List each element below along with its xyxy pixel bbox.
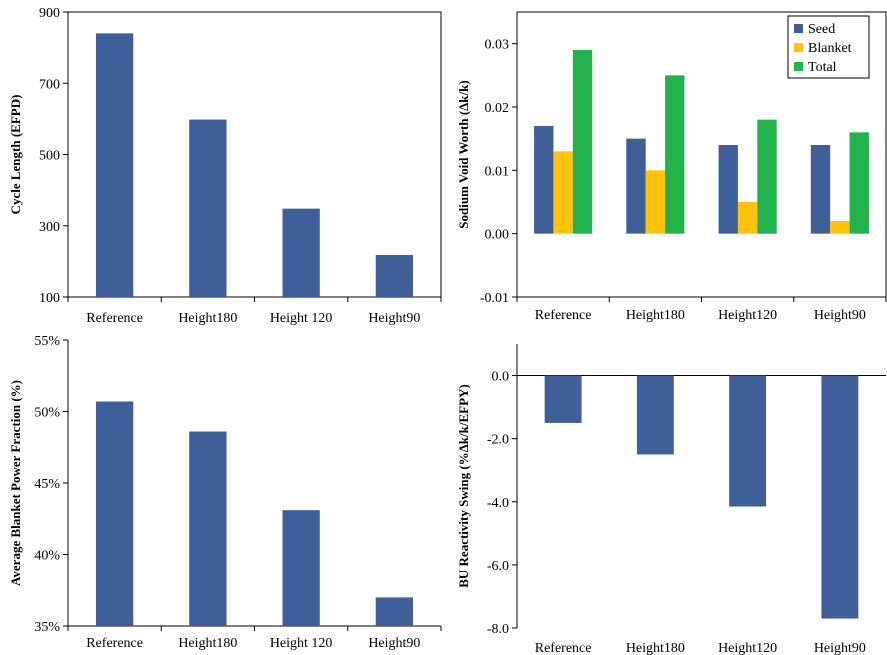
y-tick-label: 45% bbox=[34, 477, 60, 492]
bar-2 bbox=[189, 119, 227, 298]
bar-seed-2 bbox=[626, 138, 646, 234]
y-tick-label: 35% bbox=[34, 620, 60, 635]
bar-3 bbox=[729, 375, 767, 507]
bar-total-4 bbox=[849, 132, 869, 234]
y-tick-label: 55% bbox=[34, 334, 60, 349]
x-tick-label: Height180 bbox=[178, 636, 237, 651]
x-tick-label: Reference bbox=[86, 636, 143, 651]
legend-swatch-blanket bbox=[794, 43, 803, 52]
y-tick-label: -4.0 bbox=[487, 496, 509, 511]
bar-4 bbox=[375, 597, 414, 626]
y-tick-label: 0.0 bbox=[492, 370, 510, 385]
y-tick-label: -2.0 bbox=[487, 433, 509, 448]
legend-label-total: Total bbox=[808, 60, 837, 75]
y-axis-title: Average Blanket Power Fraction (%) bbox=[8, 380, 23, 586]
bar-blanket-4 bbox=[830, 221, 850, 234]
bar-2 bbox=[189, 431, 227, 626]
bar-total-1 bbox=[572, 50, 593, 234]
legend: Seed Blanket Total bbox=[787, 15, 870, 79]
x-tick-label: Height90 bbox=[814, 308, 866, 323]
chart-panel-3: 35% 40% 45% 50% 55% Reference Height180 Height … bbox=[8, 334, 442, 651]
y-tick-label: 0.03 bbox=[485, 38, 510, 53]
bar-2 bbox=[636, 375, 674, 455]
bar-3 bbox=[282, 510, 320, 626]
y-tick-label: -8.0 bbox=[487, 622, 509, 637]
x-tick-label: Height180 bbox=[178, 311, 237, 326]
bar-4 bbox=[375, 254, 414, 297]
chart-panel-4: -8.0 -6.0 -4.0 -2.0 0.0 Reference Height180 Hei… bbox=[456, 344, 886, 655]
x-tick-label: Reference bbox=[535, 641, 592, 655]
y-tick-label: 0.02 bbox=[485, 101, 510, 116]
y-tick-label: 700 bbox=[39, 77, 60, 92]
y-tick-label: 40% bbox=[34, 549, 60, 564]
x-tick-label: Reference bbox=[535, 308, 592, 323]
x-tick-label: Height180 bbox=[626, 641, 685, 655]
y-tick-label: -6.0 bbox=[487, 559, 509, 574]
bar-blanket-2 bbox=[645, 170, 666, 234]
x-tick-label: Height120 bbox=[718, 641, 777, 655]
bar-total-2 bbox=[665, 75, 685, 234]
x-tick-label: Height120 bbox=[718, 308, 777, 323]
y-tick-label: 900 bbox=[39, 6, 60, 21]
legend-label-seed: Seed bbox=[808, 22, 835, 37]
y-tick-label: 0.00 bbox=[485, 228, 510, 243]
bar-total-3 bbox=[757, 119, 777, 234]
legend-swatch-total bbox=[794, 62, 803, 71]
y-tick-label: 50% bbox=[34, 406, 60, 421]
legend-swatch-seed bbox=[794, 24, 803, 33]
y-axis-title: BU Reactivity Swing (%Δk/k/EFPY) bbox=[456, 384, 471, 588]
x-tick-label: Reference bbox=[86, 311, 143, 326]
y-tick-label: 100 bbox=[39, 291, 60, 306]
bar-seed-4 bbox=[810, 145, 831, 234]
x-tick-label: Height 120 bbox=[270, 636, 333, 651]
bar-1 bbox=[95, 33, 134, 297]
y-tick-label: 300 bbox=[39, 220, 60, 235]
x-tick-label: Height90 bbox=[814, 641, 866, 655]
bar-1 bbox=[544, 375, 582, 423]
x-tick-label: Height90 bbox=[368, 636, 420, 651]
x-tick-label: Height90 bbox=[368, 311, 420, 326]
y-tick-label: 0.01 bbox=[485, 164, 510, 179]
x-tick-label: Height 120 bbox=[270, 311, 333, 326]
y-tick-label: 500 bbox=[39, 149, 60, 164]
chart-panel-2: -0.01 0.00 0.01 0.02 0.03 Reference Height180 H… bbox=[456, 11, 887, 323]
y-axis-title: Sodium Void Worth (Δk/k) bbox=[456, 80, 471, 228]
bar-blanket-1 bbox=[553, 151, 573, 234]
y-axis-title: Cycle Length (EFPD) bbox=[8, 95, 23, 215]
bar-seed-3 bbox=[718, 145, 738, 234]
x-tick-label: Height180 bbox=[626, 308, 685, 323]
bar-4 bbox=[821, 375, 859, 619]
bar-1 bbox=[95, 401, 134, 626]
bar-seed-1 bbox=[534, 126, 554, 234]
bar-3 bbox=[282, 208, 320, 297]
chart-panel-1: 100 300 500 700 900 Reference Height180 Height … bbox=[8, 6, 442, 326]
bar-blanket-3 bbox=[737, 202, 758, 234]
legend-label-blanket: Blanket bbox=[808, 41, 852, 56]
y-tick-label: -0.01 bbox=[480, 291, 509, 306]
